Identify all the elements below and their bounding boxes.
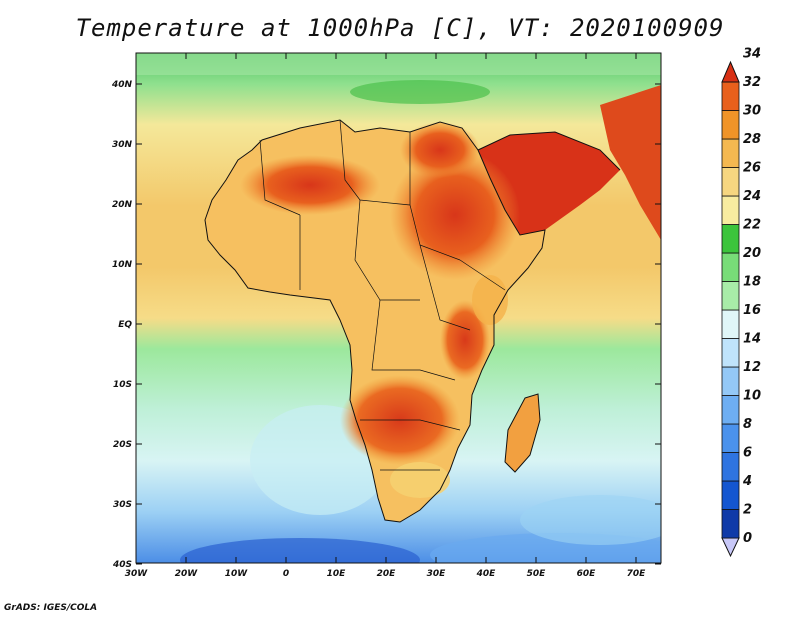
colorbar-segment	[721, 281, 740, 311]
colorbar-label: 18	[743, 275, 761, 290]
y-tick-label: 40S	[112, 560, 132, 570]
colorbar-label: 6	[743, 446, 752, 461]
colorbar-segment	[721, 252, 740, 282]
colorbar-label: 32	[743, 75, 761, 90]
colorbar-segment	[721, 423, 740, 453]
y-tick-label: 30S	[113, 500, 132, 510]
map-title: Temperature at 1000hPa [C], VT: 20201009…	[75, 14, 725, 42]
y-tick-label: 40N	[111, 80, 133, 90]
colorbar-label: 8	[743, 417, 752, 432]
colorbar-label: 26	[743, 161, 761, 176]
x-tick-label: 60E	[577, 569, 597, 579]
x-tick-label: 50E	[527, 569, 547, 579]
y-tick-label: EQ	[118, 320, 132, 330]
colorbar-top-arrow	[721, 60, 740, 83]
colorbar-segment	[721, 224, 740, 254]
colorbar-label: 20	[743, 246, 761, 261]
colorbar-segment	[721, 138, 740, 168]
x-tick-label: 40E	[476, 569, 497, 579]
colorbar-label: 30	[743, 104, 761, 119]
x-tick-label: 10W	[225, 569, 249, 579]
colorbar-label: 2	[743, 503, 752, 518]
colorbar-bottom-arrow	[721, 537, 740, 558]
y-tick-label: 10S	[113, 380, 132, 390]
x-tick-label: 10E	[327, 569, 347, 579]
colorbar-label: 34	[743, 47, 761, 62]
colorbar-segment	[721, 110, 740, 140]
colorbar-label: 24	[743, 189, 761, 204]
colorbar-segment	[721, 195, 740, 225]
credit-text: GrADS: IGES/COLA	[4, 603, 98, 613]
colorbar-segment	[721, 366, 740, 396]
plot-frame	[135, 52, 662, 564]
y-tick-label: 20S	[113, 440, 132, 450]
colorbar-label: 16	[743, 303, 761, 318]
x-tick-label: 30W	[125, 569, 149, 579]
y-tick-label: 20N	[112, 200, 133, 210]
x-tick-label: 0	[283, 569, 289, 579]
y-tick-label: 30N	[112, 140, 133, 150]
colorbar-label: 4	[742, 474, 752, 489]
colorbar-label: 12	[743, 360, 761, 375]
colorbar-label: 14	[743, 332, 761, 347]
y-tick-label: 10N	[112, 260, 133, 270]
y-axis: 40N 30N 20N 10N EQ 10S 20S 30S 40S	[111, 80, 661, 570]
colorbar-label: 10	[743, 389, 761, 404]
colorbar-label: 0	[743, 531, 752, 546]
x-tick-label: 30E	[427, 569, 447, 579]
colorbar-segment	[721, 167, 740, 197]
colorbar-label: 22	[743, 218, 761, 233]
colorbar-segment	[721, 309, 740, 339]
colorbar-segment	[721, 395, 740, 425]
colorbar-label: 28	[743, 132, 761, 147]
colorbar-segment	[721, 480, 740, 510]
x-tick-label: 20W	[175, 569, 199, 579]
x-axis: 30W 20W 10W 0 10E 20E 30E 40E 50E 60E 70E	[125, 53, 646, 579]
colorbar-segment	[721, 81, 740, 111]
x-tick-label: 70E	[627, 569, 647, 579]
colorbar-segment	[721, 338, 740, 368]
temperature-field	[136, 53, 661, 563]
x-tick-label: 20E	[377, 569, 397, 579]
country-borders	[259, 119, 506, 471]
colorbar-segment	[721, 509, 740, 539]
colorbar-segment	[721, 452, 740, 482]
